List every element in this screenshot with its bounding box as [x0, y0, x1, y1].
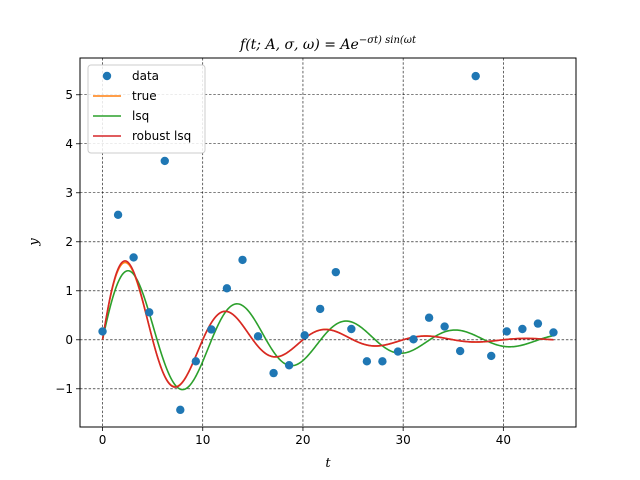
plot-area-frame	[79, 57, 577, 428]
legend-box	[87, 64, 206, 154]
data-point	[98, 327, 107, 336]
data-point	[113, 210, 123, 220]
data-point	[518, 324, 527, 334]
data-point	[284, 361, 294, 370]
data-point	[393, 347, 403, 356]
y-tick-label: 1	[65, 284, 73, 298]
y-tick-label: 5	[65, 88, 73, 102]
data-point	[269, 368, 278, 378]
data-point	[145, 308, 154, 317]
data-point	[129, 253, 138, 262]
data-point	[300, 331, 309, 340]
data-point	[378, 357, 387, 366]
y-axis-label: y	[27, 238, 42, 247]
data-point	[176, 405, 185, 415]
x-axis-label: t	[325, 456, 331, 471]
data-points	[98, 71, 558, 415]
legend-label-true: true	[132, 89, 157, 103]
data-point	[471, 71, 480, 81]
title-text: f(t; A, σ, ω) = Ae−σt) sin(ωt	[239, 35, 417, 53]
x-tick-label: 0	[99, 433, 107, 447]
x-tick-label: 40	[496, 433, 511, 447]
axis-ticks: 0 10 20 30 40 −1 0 1 2 3 4 5	[55, 88, 511, 447]
y-tick-label: 2	[65, 235, 73, 249]
data-point	[160, 156, 169, 166]
data-point	[238, 255, 247, 265]
data-point	[502, 327, 511, 336]
data-point	[549, 328, 558, 337]
data-point	[409, 335, 418, 344]
legend-label-robust-lsq: robust lsq	[132, 129, 191, 143]
y-tick-label: −1	[55, 382, 73, 396]
legend-marker-data	[102, 71, 112, 81]
data-point	[207, 325, 216, 334]
data-point	[347, 324, 356, 334]
data-point	[222, 284, 232, 293]
legend-label-lsq: lsq	[132, 109, 149, 123]
data-point	[424, 313, 434, 322]
data-point	[191, 357, 201, 366]
y-tick-label: 3	[65, 186, 73, 200]
x-tick-label: 10	[195, 433, 210, 447]
data-point	[440, 322, 449, 331]
legend-label-data: data	[132, 69, 159, 83]
data-point	[315, 304, 325, 314]
data-point	[455, 346, 465, 356]
y-tick-label: 4	[65, 137, 73, 151]
chart-title: f(t; A, σ, ω) = Ae−σt) sin(ωt	[239, 35, 417, 53]
data-point	[331, 267, 341, 277]
y-tick-label: 0	[65, 333, 73, 347]
data-point	[362, 357, 372, 366]
x-tick-label: 20	[295, 433, 310, 447]
data-point	[533, 319, 543, 328]
data-point	[487, 351, 496, 361]
series-line-lsq	[101, 269, 554, 391]
x-tick-label: 30	[396, 433, 411, 447]
legend: data true lsq robust lsq	[87, 64, 206, 154]
data-point	[253, 332, 263, 341]
series-lines	[101, 260, 554, 391]
series-line-robust-lsq	[101, 260, 554, 388]
